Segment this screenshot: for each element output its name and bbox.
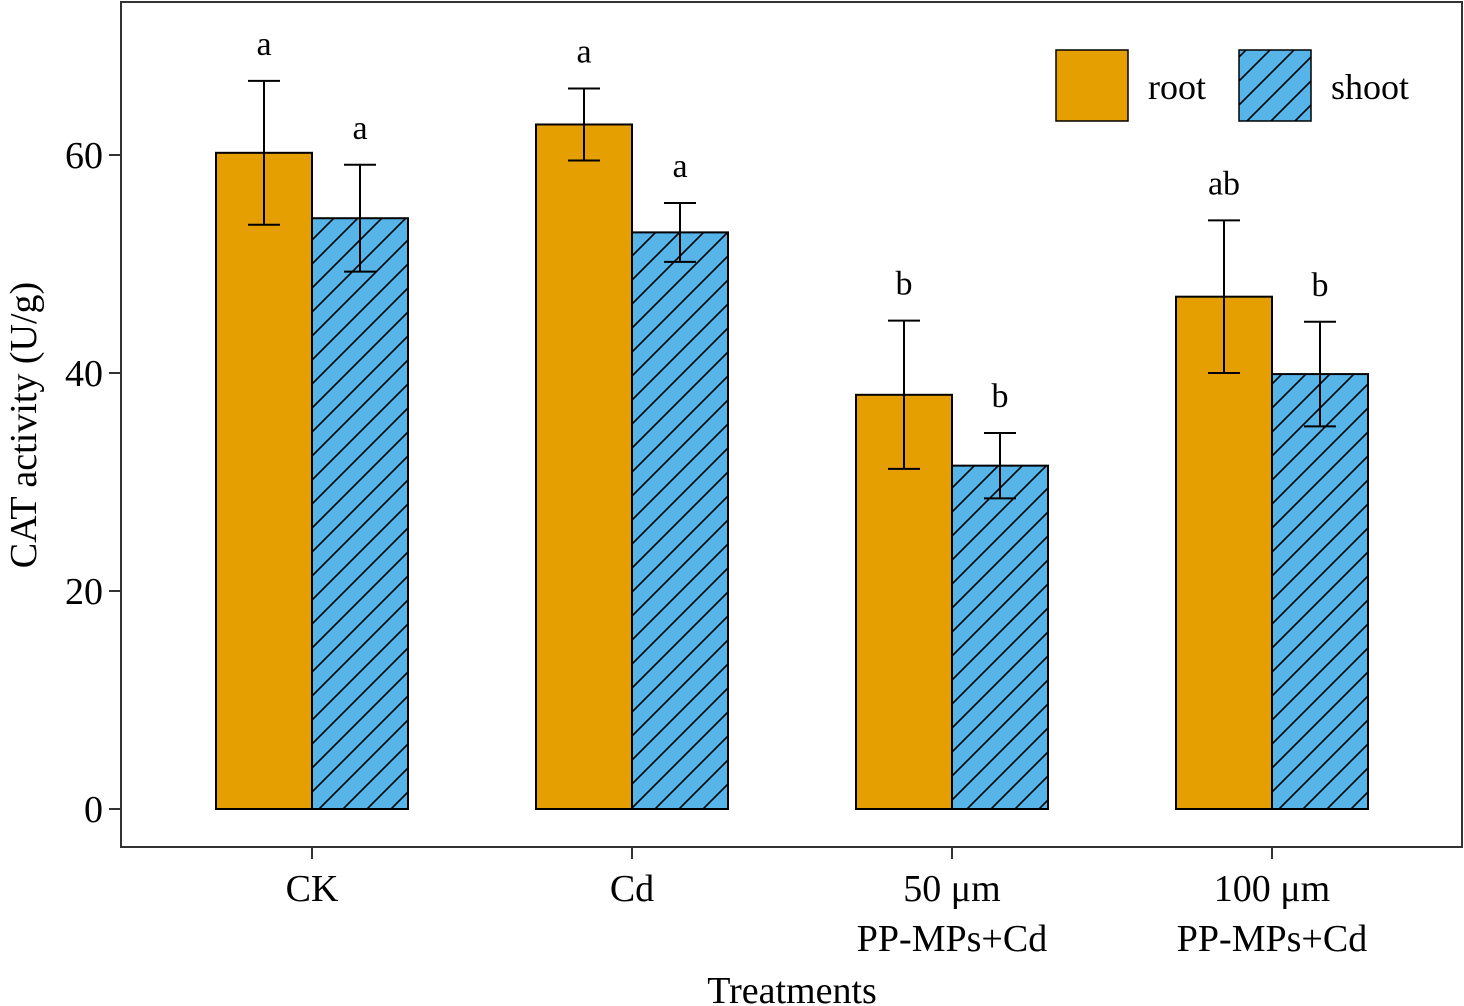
- error-bar-shoot: [344, 163, 376, 273]
- x-tick-label: PP-MPs+Cd: [1177, 918, 1367, 960]
- legend-label-root: root: [1148, 67, 1206, 107]
- bars: [215, 123, 1369, 811]
- significance-label: a: [352, 110, 367, 147]
- legend-swatch-shoot: [1238, 49, 1312, 122]
- legend-swatch-root: [1055, 49, 1129, 122]
- y-tick-label: 40: [65, 353, 103, 395]
- y-tick-label: 20: [65, 571, 103, 613]
- significance-label: ab: [1208, 165, 1240, 202]
- x-tick-label: Cd: [610, 868, 654, 910]
- x-axis-title: Treatments: [707, 970, 877, 1006]
- error-bar-root: [568, 87, 600, 162]
- significance-label: b: [896, 266, 913, 303]
- y-axis-title: CAT activity (U/g): [3, 282, 45, 568]
- significance-label: b: [1312, 267, 1329, 304]
- significance-label: a: [576, 34, 591, 71]
- significance-label: a: [256, 26, 271, 63]
- bar-root: [535, 123, 633, 811]
- y-tick-label: 60: [65, 135, 103, 177]
- significance-label: a: [672, 148, 687, 185]
- bar-root: [215, 151, 313, 810]
- x-tick-label: CK: [286, 868, 339, 910]
- y-axis: 0 20 40 60: [65, 135, 121, 831]
- x-tick-label: 100 μm: [1214, 868, 1330, 910]
- y-tick-label: 0: [84, 789, 103, 831]
- bar-shoot: [1271, 373, 1369, 810]
- error-bar-root: [248, 79, 280, 226]
- x-tick-label: PP-MPs+Cd: [857, 918, 1047, 960]
- error-bars: [248, 79, 1336, 500]
- legend-label-shoot: shoot: [1331, 67, 1409, 107]
- error-bar-root: [1208, 219, 1240, 374]
- error-bar-shoot: [664, 201, 696, 263]
- significance-label: b: [992, 378, 1009, 415]
- bar-shoot: [311, 217, 409, 811]
- legend: root shoot: [1055, 49, 1409, 122]
- error-bar-root: [888, 319, 920, 470]
- bar-shoot: [951, 464, 1049, 810]
- x-axis: CK Cd 50 μm PP-MPs+Cd 100 μm PP-MPs+Cd: [286, 847, 1367, 960]
- error-bar-shoot: [1304, 320, 1336, 428]
- x-tick-label: 50 μm: [903, 868, 1000, 910]
- error-bar-shoot: [984, 431, 1016, 500]
- bar-shoot: [631, 231, 729, 810]
